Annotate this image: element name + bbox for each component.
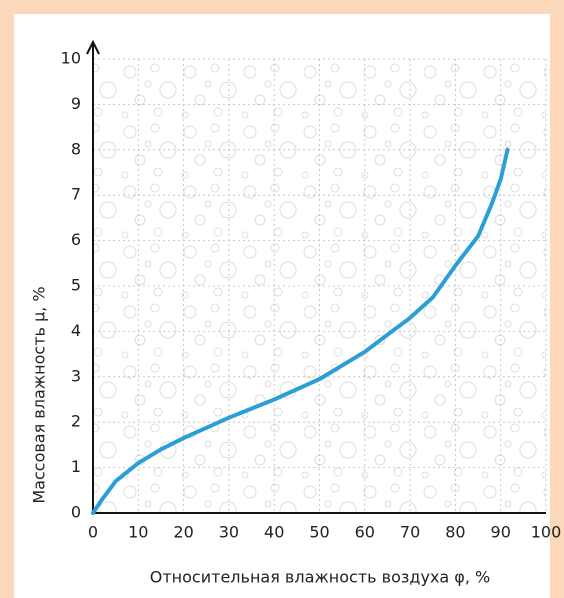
y-tick-label: 9 (71, 94, 81, 113)
y-tick-label: 10 (61, 49, 81, 68)
x-tick-label: 10 (128, 523, 148, 542)
x-tick-label: 60 (355, 523, 375, 542)
x-tick-label: 40 (264, 523, 284, 542)
y-tick-label: 1 (71, 457, 81, 476)
x-tick-label: 30 (219, 523, 239, 542)
y-tick-label: 4 (71, 321, 81, 340)
x-tick-label: 70 (400, 523, 420, 542)
y-tick-label: 0 (71, 503, 81, 522)
x-tick-label: 0 (88, 523, 98, 542)
x-axis-label: Относительная влажность воздуха φ, % (150, 568, 490, 587)
x-tick-label: 100 (531, 523, 562, 542)
x-tick-label: 90 (491, 523, 511, 542)
x-tick-label: 20 (173, 523, 193, 542)
y-axis-label: Массовая влажность μ, % (30, 286, 49, 503)
axes (86, 39, 546, 514)
y-tick-label: 7 (71, 185, 81, 204)
x-tick-label: 80 (445, 523, 465, 542)
y-tick-label: 6 (71, 230, 81, 249)
y-tick-label: 8 (71, 139, 81, 158)
y-tick-label: 3 (71, 366, 81, 385)
y-tick-label: 5 (71, 276, 81, 295)
data-line (91, 147, 510, 515)
x-tick-label: 50 (309, 523, 329, 542)
y-tick-label: 2 (71, 412, 81, 431)
